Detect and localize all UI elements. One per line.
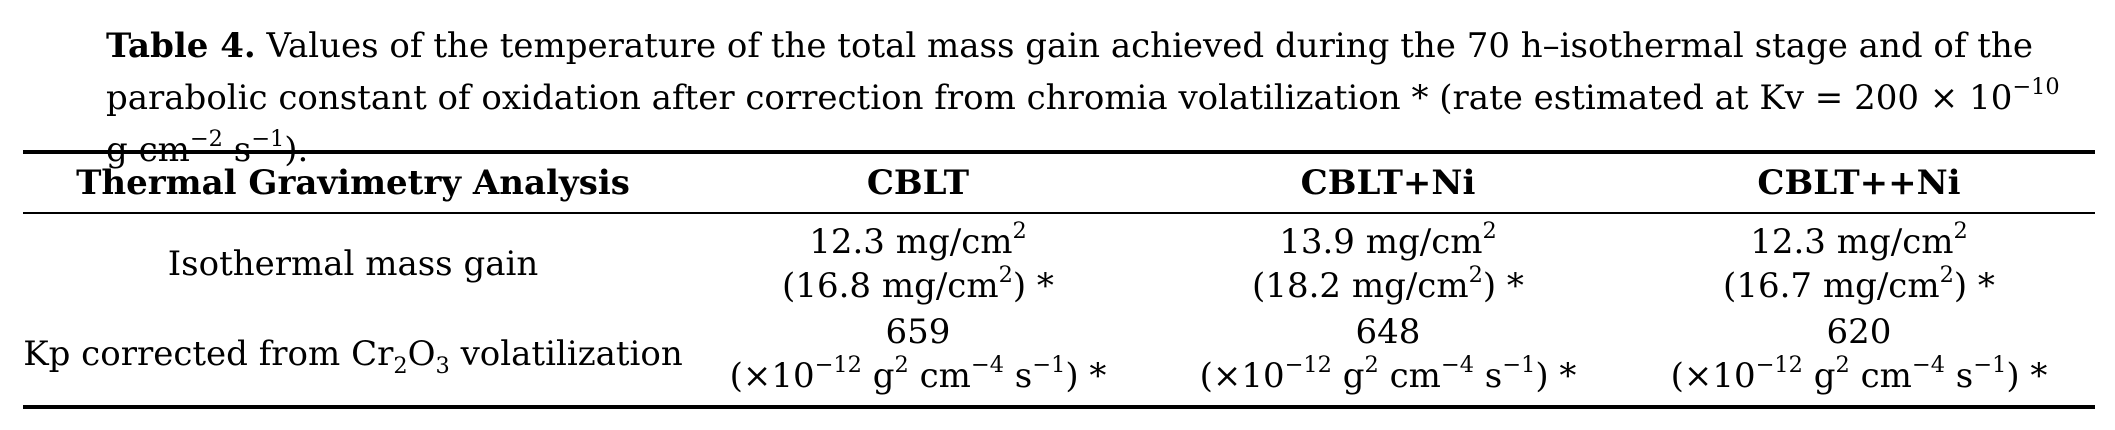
header-cblt: CBLT [866,163,970,203]
cell-unit: ) * [1535,356,1577,396]
cell-corrected-value: 16.8 [795,266,872,306]
cell-unit: (×10 [729,356,815,396]
cell-unit-exp: −1 [1973,352,2007,379]
cell-unit: (×10 [1199,356,1285,396]
cell-unit-exp: 2 [1364,352,1379,379]
cell-unit-exp: 2 [1012,218,1027,245]
cell-unit-exp: 2 [1835,352,1850,379]
cell-corrected-value: 18.2 [1265,266,1342,306]
cell-unit-exp: −4 [970,352,1004,379]
row-label-text: volatilization [449,334,683,374]
table-cell: 620 (×10−12 g2 cm−4 s−1) * [1623,310,2095,398]
table-cell: 12.3 mg/cm2 (16.8 mg/cm2) * [683,220,1153,308]
cell-unit-exp: −12 [1284,352,1332,379]
caption-exponent: −1 [251,126,285,153]
cell-paren: ( [1252,266,1266,306]
cell-value: 659 [885,312,951,352]
header-cblt-ni: CBLT+Ni [1300,163,1476,203]
cell-unit: cm [1378,356,1441,396]
cell-unit: g [861,356,895,396]
cell-unit: (×10 [1670,356,1756,396]
cell-unit-exp: −1 [1032,352,1066,379]
cell-value: 12.3 [809,222,885,262]
header-analysis: Thermal Gravimetry Analysis [76,163,630,203]
cell-paren: ( [782,266,796,306]
table-cell: 12.3 mg/cm2 (16.7 mg/cm2) * [1623,220,2095,308]
cell-unit: mg/cm [871,266,999,306]
row-label-kp: Kp corrected from Cr2O3 volatilization [23,310,683,398]
row-label-sub: 3 [435,352,450,379]
cell-unit: s [1945,356,1974,396]
cell-unit: ) * [1065,356,1107,396]
cell-unit-exp: 2 [1482,218,1497,245]
cell-unit: mg/cm [884,222,1013,262]
cell-unit-exp: −12 [1755,352,1803,379]
table-bottom-rule [23,405,2095,409]
cell-unit-exp: −1 [1502,352,1536,379]
cell-paren: ) * [1482,266,1524,306]
caption-label: Table 4. [106,26,256,66]
row-label-mass-gain: Isothermal mass gain [167,244,539,284]
cell-unit: g [1331,356,1365,396]
cell-unit-exp: 2 [1939,262,1954,289]
cell-unit: cm [1849,356,1912,396]
cell-unit: cm [908,356,971,396]
cell-unit: mg/cm [1354,222,1483,262]
caption-exponent: −10 [2012,74,2060,101]
caption-exponent: −2 [189,126,223,153]
header-cblt-plus-ni: CBLT++Ni [1757,163,1961,203]
cell-unit: mg/cm [1812,266,1940,306]
table-cell: 648 (×10−12 g2 cm−4 s−1) * [1153,310,1623,398]
cell-unit-exp: −4 [1440,352,1474,379]
cell-unit: s [1474,356,1503,396]
cell-unit: mg/cm [1825,222,1954,262]
cell-value: 12.3 [1750,222,1826,262]
cell-value: 13.9 [1279,222,1355,262]
cell-unit-exp: −4 [1911,352,1945,379]
cell-unit-exp: −12 [814,352,862,379]
cell-unit-exp: 2 [894,352,909,379]
cell-unit: s [1004,356,1033,396]
cell-corrected-value: 16.7 [1736,266,1813,306]
cell-paren: ) * [1953,266,1995,306]
table-top-rule [23,150,2095,154]
row-label-text: Kp corrected from Cr [23,334,394,374]
cell-unit-exp: 2 [998,262,1013,289]
cell-value: 620 [1826,312,1892,352]
row-label-text: O [407,334,436,374]
cell-paren: ( [1723,266,1737,306]
cell-value: 648 [1355,312,1421,352]
cell-unit-exp: 2 [1953,218,1968,245]
cell-unit: ) * [2006,356,2048,396]
caption-text: Values of the temperature of the total m… [106,26,2033,118]
table-cell: 659 (×10−12 g2 cm−4 s−1) * [683,310,1153,398]
row-label-sub: 2 [393,352,408,379]
table-cell: 13.9 mg/cm2 (18.2 mg/cm2) * [1153,220,1623,308]
cell-unit-exp: 2 [1468,262,1483,289]
cell-unit: mg/cm [1341,266,1469,306]
cell-paren: ) * [1012,266,1054,306]
cell-unit: g [1802,356,1836,396]
table-header-rule [23,212,2095,214]
